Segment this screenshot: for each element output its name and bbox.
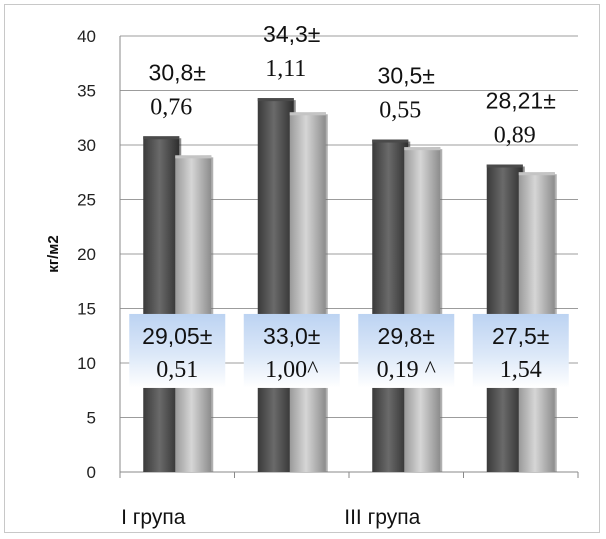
y-tick-label: 0 (87, 463, 96, 482)
value-boxes (129, 313, 569, 388)
value-box (472, 313, 569, 388)
bottom-label-line1: 29,8± (378, 323, 435, 349)
y-tick-label: 5 (87, 409, 96, 428)
bar-cap (486, 164, 523, 168)
bottom-label-line1: 33,0± (263, 323, 320, 349)
top-label-line1: 28,21± (486, 88, 556, 114)
bar-cap (518, 172, 555, 176)
bar-cap (175, 155, 212, 159)
bar-series-1 (143, 136, 180, 472)
value-box (358, 313, 455, 388)
bottom-label-line2: 1,54 (500, 357, 542, 383)
y-tick-label: 35 (77, 82, 96, 101)
chart-text: 0 5 10 15 20 25 30 35 40 кг/м2 29,05± 0,51 33,0± 1,00… (45, 21, 556, 529)
y-tick-label: 30 (77, 136, 96, 155)
x-category-label: III група (344, 506, 420, 529)
top-label-line2: 0,89 (494, 123, 536, 149)
bar-cap (257, 98, 294, 102)
top-label-line1: 30,5± (378, 63, 435, 89)
top-label-line1: 30,8± (149, 59, 206, 85)
bar-series-2 (404, 147, 441, 472)
bar-cap (372, 139, 409, 143)
top-label-line1: 34,3± (263, 21, 320, 47)
top-label-line2: 0,76 (150, 94, 192, 120)
top-label-line2: 0,55 (379, 98, 421, 124)
bottom-label-line1: 27,5± (492, 323, 549, 349)
bar-series-2 (175, 155, 212, 473)
top-label-line2: 1,11 (265, 56, 306, 82)
y-tick-label: 10 (77, 354, 96, 373)
value-box (243, 313, 340, 388)
bar-cap (143, 136, 180, 140)
bar-series-2 (289, 112, 326, 473)
y-tick-label: 25 (77, 191, 96, 210)
bar-series-1 (257, 98, 294, 472)
x-category-label: I група (121, 506, 186, 529)
bar-cap (404, 147, 441, 151)
bottom-label-line2: 0,51 (156, 357, 198, 383)
bar-series-1 (372, 139, 409, 473)
y-tick-label: 15 (77, 300, 96, 319)
y-axis-title: кг/м2 (45, 235, 62, 272)
bottom-label-line2: 0,19 ^ (377, 357, 436, 383)
y-tick-label: 40 (77, 27, 96, 46)
value-box (129, 313, 226, 388)
bar-cap (289, 112, 326, 116)
bars (143, 98, 557, 473)
bottom-label-line2: 1,00^ (265, 357, 318, 383)
bottom-label-line1: 29,05± (142, 323, 212, 349)
y-tick-label: 20 (77, 245, 96, 264)
